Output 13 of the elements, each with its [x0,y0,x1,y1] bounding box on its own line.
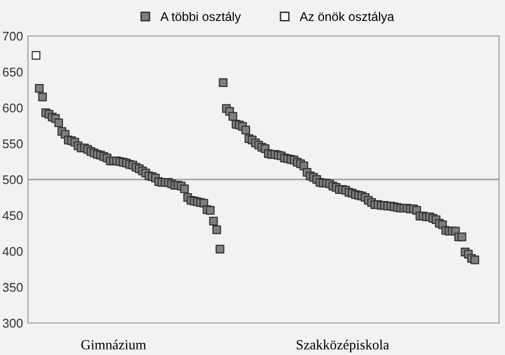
y-tick-label: 700 [2,32,23,41]
y-tick-label: 600 [2,104,23,112]
x-tick-label: Szakközépiskola [296,340,390,352]
legend-label: A többi osztály [160,12,241,24]
y-tick-label: 350 [2,282,23,292]
y-tick-label: 450 [2,211,23,220]
y-tick-label: 500 [2,175,23,184]
x-tick-label: Gimnázium [81,340,146,350]
legend-label: Az önök osztálya [300,12,394,24]
y-tick-label: 650 [2,68,23,77]
y-tick-label: 400 [2,247,23,256]
y-tick-label: 550 [2,139,23,148]
y-tick-label: 300 [2,318,23,328]
